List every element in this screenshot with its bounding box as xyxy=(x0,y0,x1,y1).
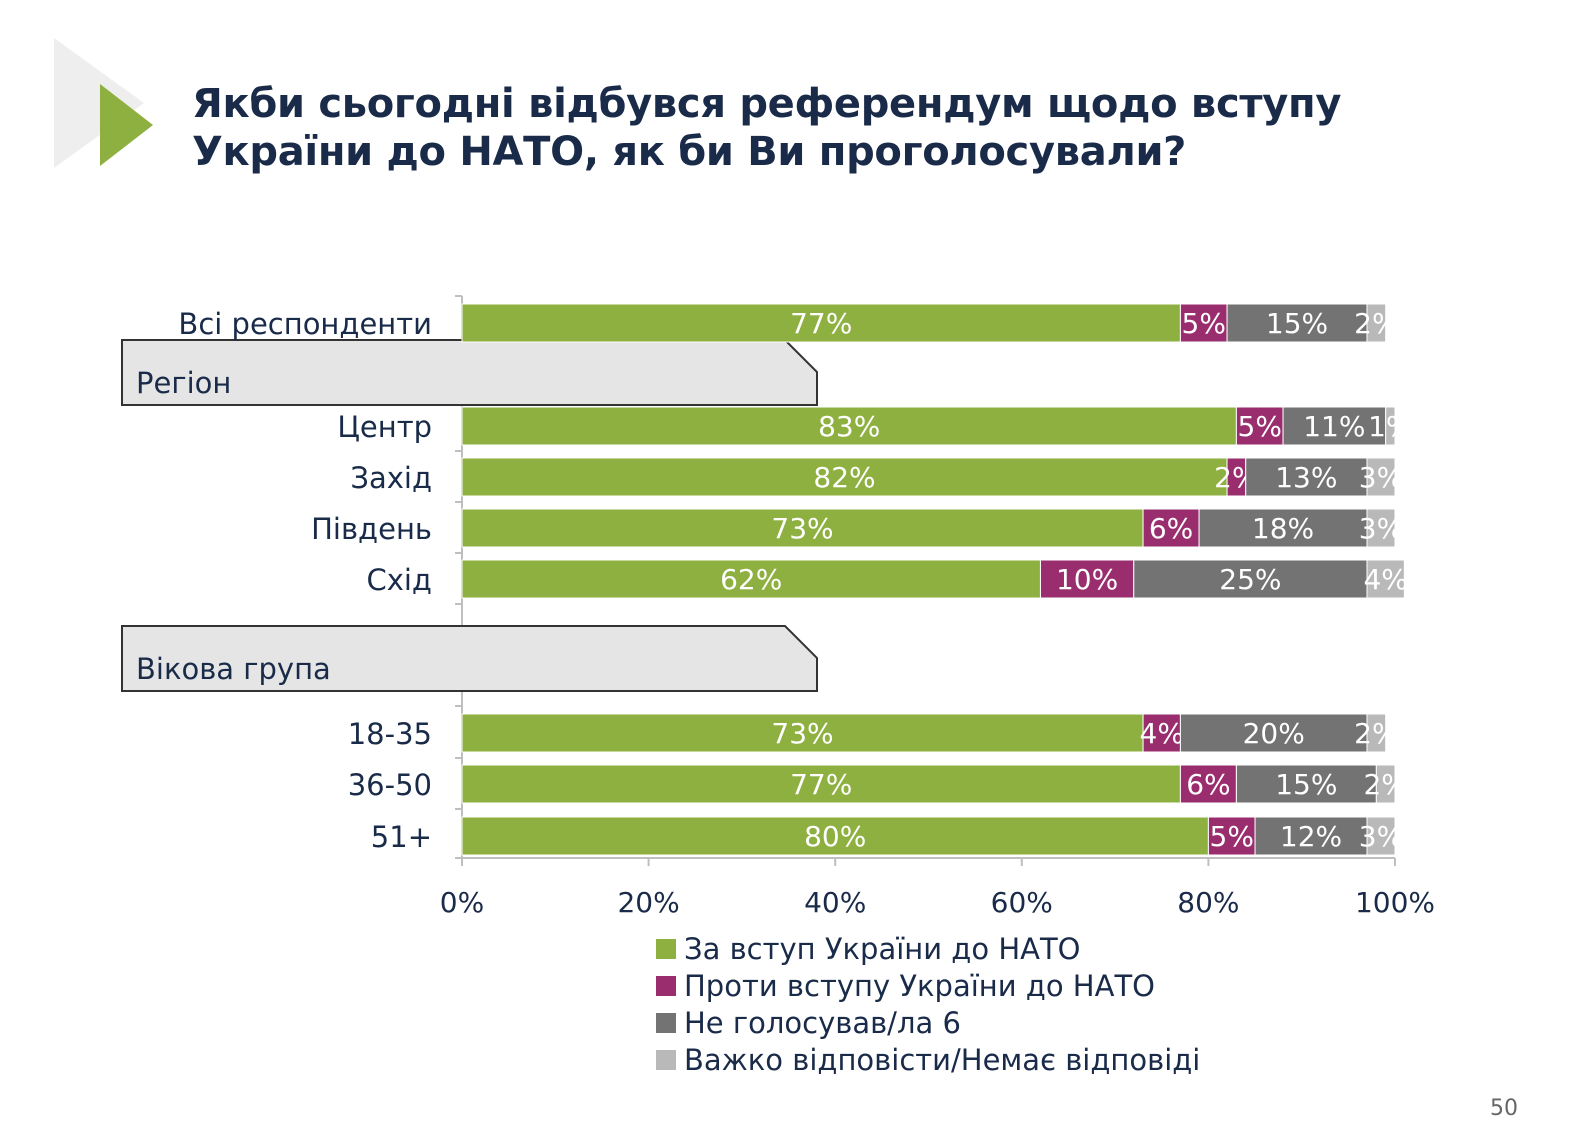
bar-segment xyxy=(1366,303,1387,343)
bar-segment xyxy=(1385,406,1396,446)
bar-value-label: 2% xyxy=(1354,717,1398,750)
bar-value-label: 11% xyxy=(1303,410,1365,443)
legend-swatch xyxy=(656,1012,676,1033)
bar-value-label: 5% xyxy=(1210,820,1254,853)
bar-segment xyxy=(461,406,1237,446)
bar-value-label: 77% xyxy=(790,768,852,801)
bar-value-label: 83% xyxy=(818,410,880,443)
bar-value-label: 12% xyxy=(1280,820,1342,853)
legend-item: Проти вступу України до НАТО xyxy=(656,967,1200,1004)
bar-value-label: 82% xyxy=(813,461,875,494)
category-label: Південь xyxy=(311,512,432,546)
category-label: 36-50 xyxy=(348,768,432,802)
x-tick-label: 100% xyxy=(1355,886,1435,919)
bar-value-label: 2% xyxy=(1363,768,1407,801)
legend-label: Проти вступу України до НАТО xyxy=(684,968,1155,1003)
stacked-bar-chart: 0% 20% 40% 60% 80% 100% Регіон Вікова група Всі … xyxy=(121,295,1435,919)
bar-segment xyxy=(1366,457,1396,497)
group-header-label: Регіон xyxy=(136,366,231,400)
bar-value-label: 3% xyxy=(1359,512,1403,545)
bar-segment xyxy=(1226,303,1368,343)
bar-segment xyxy=(1282,406,1387,446)
bar-segment xyxy=(1133,559,1368,599)
bar-segment xyxy=(1198,508,1368,548)
bar-value-label: 73% xyxy=(771,512,833,545)
bar-segment xyxy=(1142,508,1200,548)
bar-segment xyxy=(1142,713,1181,753)
bar-value-label: 4% xyxy=(1363,563,1407,596)
bar-segment xyxy=(461,303,1181,343)
slide-title: Якби сьогодні відбувся референдум щодо в… xyxy=(192,80,1341,176)
bar-segment xyxy=(1235,764,1377,804)
category-label: Центр xyxy=(337,410,432,444)
bar-segment xyxy=(461,764,1181,804)
legend-swatch xyxy=(656,975,676,996)
x-tick-label: 40% xyxy=(804,886,866,919)
slide-title-line-2: України до НАТО, як би Ви проголосували? xyxy=(192,129,1187,175)
bar-value-label: 6% xyxy=(1149,512,1193,545)
bar-value-label: 3% xyxy=(1359,461,1403,494)
chart-legend: За вступ України до НАТО Проти вступу Укр… xyxy=(656,930,1200,1078)
group-header-label: Вікова група xyxy=(136,652,331,686)
x-tick-label: 60% xyxy=(991,886,1053,919)
bar-value-label: 20% xyxy=(1243,717,1305,750)
bar-value-label: 4% xyxy=(1140,717,1184,750)
bar-value-label: 2% xyxy=(1354,307,1398,340)
bar-value-label: 5% xyxy=(1238,410,1282,443)
category-label: Захід xyxy=(350,461,432,495)
bar-value-label: 15% xyxy=(1266,307,1328,340)
legend-swatch xyxy=(656,938,676,959)
bar-segment xyxy=(1366,713,1387,753)
bar-value-label: 18% xyxy=(1252,512,1314,545)
x-tick-label: 0% xyxy=(440,886,484,919)
legend-item: Не голосував/ла 6 xyxy=(656,1004,1200,1041)
category-label: Всі респонденти xyxy=(178,307,432,341)
bar-segment xyxy=(1366,816,1396,856)
bar-segment xyxy=(461,508,1144,548)
bar-segment xyxy=(1039,559,1135,599)
legend-item: Важко відповісти/Немає відповіді xyxy=(656,1041,1200,1078)
decorative-triangle-green xyxy=(100,84,153,166)
legend-label: Не голосував/ла 6 xyxy=(684,1005,961,1040)
bar-segment xyxy=(1375,764,1396,804)
bar-segment xyxy=(1366,508,1396,548)
bar-value-label: 73% xyxy=(771,717,833,750)
slide-title-line-1: Якби сьогодні відбувся референдум щодо в… xyxy=(192,81,1342,127)
bar-value-label: 13% xyxy=(1275,461,1337,494)
bar-value-label: 80% xyxy=(804,820,866,853)
x-tick-label: 80% xyxy=(1177,886,1239,919)
bar-segment xyxy=(1179,713,1368,753)
bar-value-label: 1% xyxy=(1368,410,1412,443)
bar-segment xyxy=(461,816,1209,856)
x-tick-label: 20% xyxy=(617,886,679,919)
group-header-box xyxy=(121,625,818,692)
category-label: Схід xyxy=(366,563,432,597)
legend-item: За вступ України до НАТО xyxy=(656,930,1200,967)
bar-segment xyxy=(1366,559,1405,599)
bar-value-label: 3% xyxy=(1359,820,1403,853)
decorative-triangle-light xyxy=(54,38,144,168)
bar-segment xyxy=(461,713,1144,753)
bar-value-label: 10% xyxy=(1056,563,1118,596)
bar-value-label: 5% xyxy=(1182,307,1226,340)
bar-segment xyxy=(1179,303,1228,343)
legend-swatch xyxy=(656,1049,676,1070)
page-number: 50 xyxy=(1490,1096,1518,1121)
bar-value-label: 62% xyxy=(720,563,782,596)
bar-value-label: 25% xyxy=(1219,563,1281,596)
legend-label: Важко відповісти/Немає відповіді xyxy=(684,1042,1201,1077)
bar-segment xyxy=(461,457,1228,497)
bar-segment xyxy=(1254,816,1368,856)
category-label: 51+ xyxy=(371,820,432,854)
category-label: 18-35 xyxy=(348,717,432,751)
bar-value-label: 77% xyxy=(790,307,852,340)
bar-value-label: 6% xyxy=(1186,768,1230,801)
legend-label: За вступ України до НАТО xyxy=(684,931,1081,966)
bar-value-label: 15% xyxy=(1275,768,1337,801)
